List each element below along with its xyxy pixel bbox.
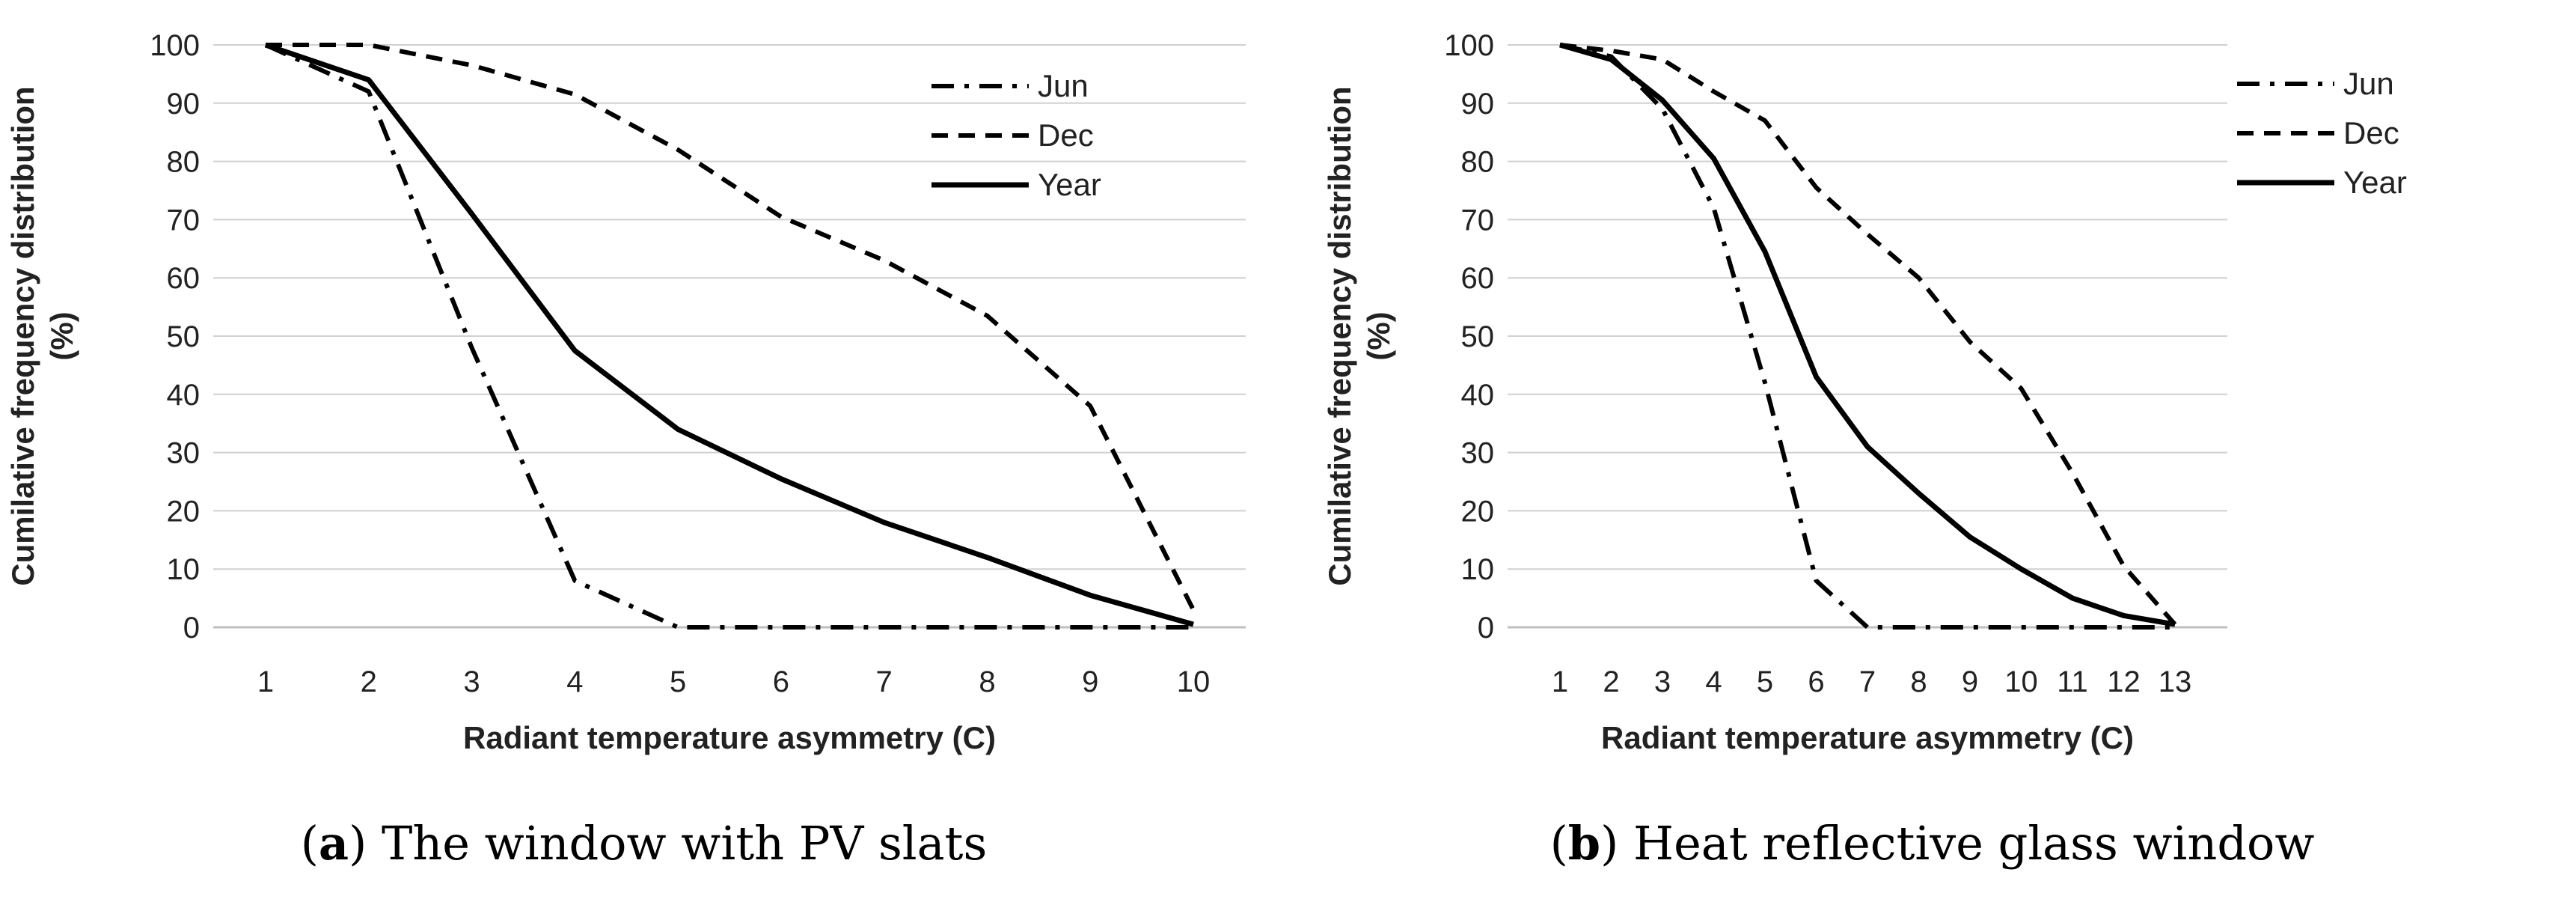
x-tick-label: 2 [1603, 665, 1619, 698]
legend-label-year: Year [1038, 167, 1101, 202]
x-tick-label: 10 [2004, 665, 2038, 698]
x-tick-label: 4 [566, 665, 583, 698]
y-axis-title-line: (%) [44, 311, 79, 360]
legend-label-jun: Jun [2343, 66, 2394, 101]
y-tick-label: 60 [167, 262, 201, 295]
series-line-jun [1559, 43, 2175, 630]
y-tick-label: 40 [167, 379, 201, 412]
x-tick-label: 6 [1808, 665, 1824, 698]
x-tick-label: 7 [1859, 665, 1876, 698]
y-axis-title-line: Cumilative frequency distribution [1322, 86, 1357, 585]
caption-text-b: Heat reflective glass window [1633, 816, 2315, 871]
y-tick-label: 50 [1461, 320, 1495, 353]
series-line-dec [1559, 43, 2177, 627]
caption-text-a: The window with PV slats [381, 816, 988, 871]
x-tick-label: 9 [1962, 665, 1978, 698]
x-tick-label: 2 [361, 665, 377, 698]
x-tick-label: 13 [2159, 665, 2192, 698]
legend-label-dec: Dec [2343, 115, 2399, 150]
x-tick-label: 10 [1177, 665, 1211, 698]
legend-label-dec: Dec [1038, 118, 1094, 153]
y-tick-label: 0 [1478, 612, 1494, 645]
series-line-dec [266, 43, 1196, 612]
caption-a: (a) The window with PV slats [300, 816, 988, 871]
x-tick-label: 8 [979, 665, 995, 698]
x-tick-label: 1 [1552, 665, 1568, 698]
panel-label-a: a [318, 816, 349, 871]
y-tick-label: 20 [167, 495, 201, 528]
y-tick-label: 0 [183, 612, 200, 645]
y-tick-label: 60 [1461, 262, 1495, 295]
y-tick-label: 100 [1444, 29, 1494, 62]
y-tick-label: 80 [167, 146, 201, 179]
y-tick-label: 30 [167, 437, 201, 470]
y-tick-label: 90 [1461, 88, 1495, 121]
x-tick-label: 8 [1910, 665, 1927, 698]
y-tick-label: 50 [167, 320, 201, 353]
series-line-jun [264, 43, 1193, 630]
x-tick-label: 12 [2107, 665, 2141, 698]
y-axis-title-line: (%) [1361, 311, 1396, 360]
x-axis-title: Radiant temperature asymmetry (C) [463, 720, 996, 755]
x-axis-title: Radiant temperature asymmetry (C) [1601, 720, 2134, 755]
x-tick-label: 9 [1082, 665, 1098, 698]
y-tick-label: 100 [150, 29, 200, 62]
legend-label-jun: Jun [1038, 68, 1089, 103]
y-tick-label: 10 [167, 553, 201, 586]
x-tick-label: 11 [2057, 665, 2088, 698]
y-tick-label: 20 [1461, 495, 1495, 528]
x-tick-label: 3 [1654, 665, 1671, 698]
x-tick-label: 5 [670, 665, 686, 698]
x-tick-label: 7 [876, 665, 893, 698]
x-tick-label: 4 [1705, 665, 1722, 698]
y-tick-label: 80 [1461, 146, 1495, 179]
x-tick-label: 5 [1757, 665, 1773, 698]
y-axis-title-line: Cumilative frequency distribution [5, 86, 40, 585]
y-tick-label: 70 [167, 204, 201, 237]
legend-label-year: Year [2343, 165, 2407, 200]
y-tick-label: 30 [1461, 437, 1495, 470]
panel-label-b: b [1567, 816, 1601, 871]
y-tick-label: 90 [167, 88, 201, 121]
x-tick-label: 3 [463, 665, 480, 698]
y-tick-label: 40 [1461, 379, 1495, 412]
y-tick-label: 10 [1461, 553, 1495, 586]
series-line-year [264, 42, 1194, 627]
x-tick-label: 1 [257, 665, 274, 698]
x-tick-label: 6 [773, 665, 789, 698]
series-line-year [1559, 42, 2176, 627]
y-tick-label: 70 [1461, 204, 1495, 237]
chart-panel-a: 0 10 20 30 40 50 60 70 80 90 100 1 2 3 4 5 6 7 8 9 10 Radiant… [5, 29, 1246, 755]
caption-b: (b) Heat reflective glass window [1549, 816, 2315, 871]
